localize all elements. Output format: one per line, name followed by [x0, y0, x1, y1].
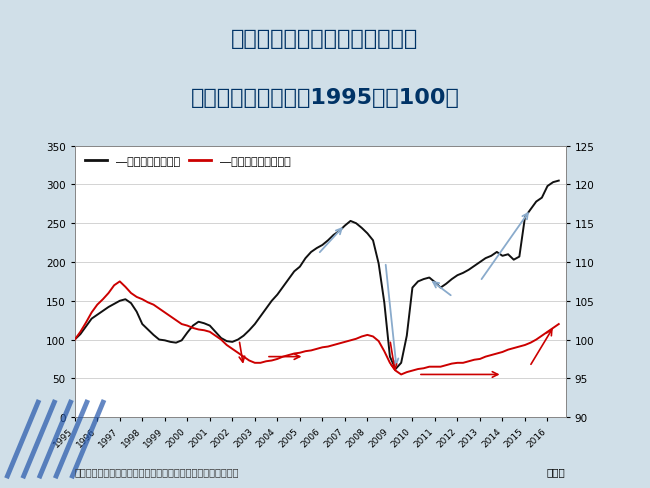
- Text: 日本における企業収益の回復と: 日本における企業収益の回復と: [231, 29, 419, 49]
- Text: （年）: （年）: [547, 466, 566, 476]
- Text: 資料出所：財務省「法人企業統計」、内閣府「国民経済計算」: 資料出所：財務省「法人企業統計」、内閣府「国民経済計算」: [75, 466, 239, 476]
- Legend: ―経常利益（左軸）, ―雇用者報酬（右軸）: ―経常利益（左軸）, ―雇用者報酬（右軸）: [81, 152, 295, 171]
- Text: 雇用者所得の推移［1995年＝100］: 雇用者所得の推移［1995年＝100］: [190, 87, 460, 107]
